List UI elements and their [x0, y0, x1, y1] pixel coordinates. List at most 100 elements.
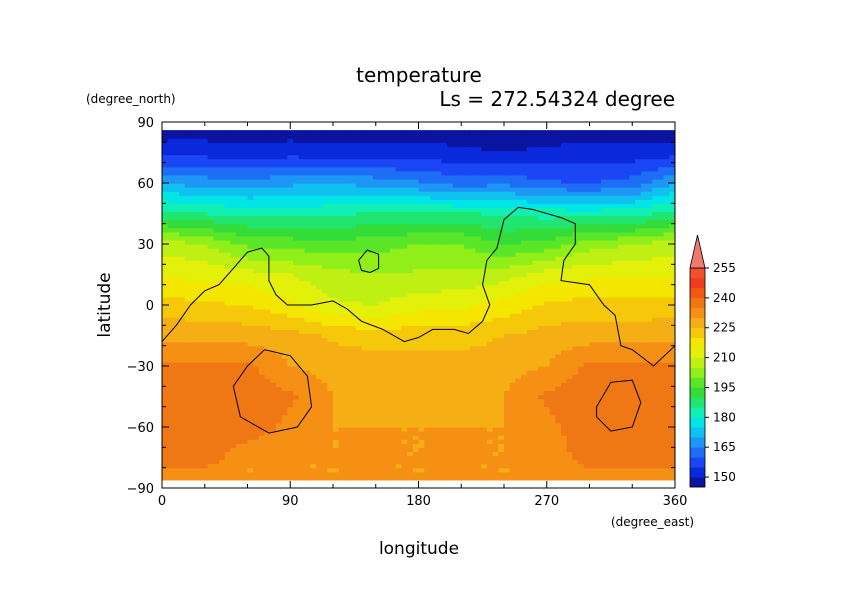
field-cell [372, 455, 380, 461]
field-cell [429, 378, 437, 383]
field-cell [219, 341, 226, 347]
field-cell [429, 333, 437, 339]
field-cell [230, 345, 237, 351]
field-cell [669, 443, 675, 448]
field-cell [355, 431, 363, 436]
field-cell [412, 292, 420, 298]
field-cell [201, 374, 209, 379]
field-cell [304, 276, 311, 282]
field-cell [629, 337, 636, 343]
field-cell [418, 305, 425, 310]
field-cell [310, 264, 317, 269]
field-cell [207, 272, 214, 278]
field-cell [190, 463, 197, 469]
field-cell [452, 422, 459, 428]
field-cell [418, 366, 425, 371]
field-cell [526, 467, 534, 473]
field-cell [367, 333, 374, 339]
field-cell [304, 252, 311, 257]
field-cell [213, 374, 220, 379]
field-cell [538, 435, 545, 440]
field-cell [515, 292, 522, 298]
field-cell [538, 357, 545, 363]
field-cell [578, 357, 585, 363]
field-cell [247, 439, 254, 444]
field-cell [538, 361, 545, 367]
field-cell [435, 345, 442, 351]
field-cell [213, 427, 220, 432]
field-cell [367, 402, 374, 408]
field-cell [304, 341, 311, 347]
field-cell [390, 443, 397, 448]
field-cell [458, 471, 465, 477]
field-cell [270, 459, 277, 465]
field-cell [367, 288, 374, 294]
field-cell [589, 467, 596, 473]
field-cell [201, 398, 209, 404]
field-cell [640, 418, 648, 424]
field-cell [241, 268, 249, 274]
field-cell [538, 439, 545, 444]
field-cell [543, 390, 551, 396]
field-cell [264, 398, 271, 404]
field-cell [167, 382, 174, 387]
field-cell [350, 337, 357, 343]
field-cell [201, 451, 209, 457]
field-cell [640, 333, 648, 339]
field-cell [173, 374, 180, 379]
field-cell [606, 325, 613, 330]
field-cell [258, 353, 266, 359]
field-cell [344, 321, 351, 326]
field-cell [464, 292, 471, 298]
field-cell [327, 296, 334, 302]
field-cell [486, 337, 494, 343]
field-cell [287, 435, 294, 440]
field-cell [247, 280, 254, 286]
field-cell [276, 329, 283, 335]
field-cell [412, 455, 420, 461]
field-cell [395, 345, 402, 351]
field-cell [657, 309, 665, 314]
field-cell [498, 337, 505, 343]
field-cell [298, 398, 306, 404]
field-cell [657, 349, 665, 355]
field-cell [213, 447, 220, 452]
field-cell [481, 463, 488, 469]
field-cell [635, 272, 642, 278]
field-cell [595, 272, 602, 278]
field-cell [412, 276, 420, 282]
chart-subtitle: Ls = 272.54324 degree [439, 87, 675, 111]
field-cell [190, 382, 197, 387]
field-cell [327, 272, 334, 278]
field-cell [475, 296, 482, 302]
field-cell [219, 471, 226, 477]
field-cell [606, 435, 613, 440]
field-cell [481, 410, 488, 416]
field-cell [344, 394, 351, 400]
field-cell [566, 296, 573, 302]
field-cell [281, 455, 288, 461]
field-cell [418, 378, 425, 383]
field-cell [241, 284, 249, 290]
field-cell [418, 256, 425, 261]
field-cell [258, 333, 266, 339]
field-cell [361, 451, 368, 457]
field-cell [612, 260, 619, 265]
field-cell [475, 305, 482, 310]
field-cell [293, 451, 300, 457]
field-cell [276, 296, 283, 302]
field-cell [219, 382, 226, 387]
field-cell [401, 337, 408, 343]
field-cell [167, 439, 174, 444]
field-cell [538, 414, 545, 420]
field-cell [304, 366, 311, 371]
field-cell [532, 288, 539, 294]
field-cell [521, 300, 528, 306]
field-cell [219, 386, 226, 391]
field-cell [327, 349, 334, 355]
field-cell [566, 431, 573, 436]
field-cell [452, 471, 459, 477]
field-cell [162, 313, 169, 318]
field-cell [646, 366, 653, 371]
field-cell [418, 353, 425, 359]
